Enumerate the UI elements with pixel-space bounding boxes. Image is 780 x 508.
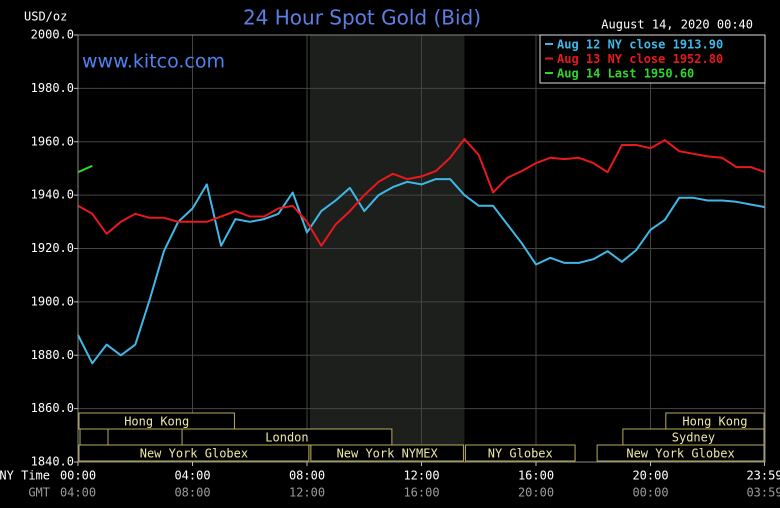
legend-label: Aug 12 NY close 1913.90: [557, 38, 723, 52]
y-tick-label: 1900.0: [31, 294, 74, 308]
series-line: [77, 138, 766, 247]
session-box: [78, 444, 310, 462]
y-tick-label: 1840.0: [31, 455, 74, 469]
x-row-label: GMT: [28, 486, 50, 500]
session-label: NY Globex: [488, 447, 553, 461]
x-row-label: NY Time: [0, 469, 50, 483]
y-tick-label: 1940.0: [31, 188, 74, 202]
gmt-tick-label: 20:00: [518, 486, 554, 500]
y-tick-label: 1980.0: [31, 81, 74, 95]
x-tick-label: 12:00: [403, 469, 439, 483]
x-tick-label: 23:59: [746, 469, 780, 483]
x-tick-label: 16:00: [518, 469, 554, 483]
series-line: [77, 178, 766, 365]
x-tick-label: 04:00: [174, 469, 210, 483]
gmt-tick-label: 16:00: [403, 486, 439, 500]
session-box: [464, 444, 576, 462]
series-line: [77, 164, 93, 174]
legend-label: Aug 13 NY close 1952.80: [557, 52, 723, 66]
timestamp: August 14, 2020 00:40: [601, 18, 753, 32]
watermark: www.kitco.com: [82, 51, 225, 73]
gmt-tick-label: 03:59: [746, 486, 780, 500]
session-box: [78, 412, 235, 430]
session-label: London: [265, 431, 308, 445]
gmt-tick-label: 04:00: [60, 486, 96, 500]
legend-box: [539, 34, 766, 84]
x-tick-label: 00:00: [60, 469, 96, 483]
x-tick-label: 20:00: [632, 469, 668, 483]
y-tick-label: 1960.0: [31, 134, 74, 148]
session-label: Sydney: [672, 431, 715, 445]
session-box: [310, 444, 464, 462]
session-label: New York NYMEX: [337, 447, 439, 461]
series-lines: [77, 138, 766, 365]
y-tick-label: 1880.0: [31, 348, 74, 362]
session-box: [79, 428, 109, 446]
session-label: New York Globex: [140, 447, 248, 461]
session-label: New York Globex: [626, 447, 734, 461]
session-label: Hong Kong: [682, 415, 747, 429]
legend-label: Aug 14 Last 1950.60: [557, 67, 694, 81]
grid: [77, 34, 766, 463]
y-axis-label: USD/oz: [24, 10, 67, 24]
chart-title: 24 Hour Spot Gold (Bid): [243, 6, 481, 30]
y-tick-label: 1860.0: [31, 401, 74, 415]
session-label: Hong Kong: [124, 415, 189, 429]
y-tick-label: 1920.0: [31, 241, 74, 255]
gmt-tick-label: 12:00: [289, 486, 325, 500]
x-tick-label: 08:00: [289, 469, 325, 483]
gmt-tick-label: 00:00: [632, 486, 668, 500]
y-tick-label: 2000.0: [31, 28, 74, 42]
session-box: [596, 444, 765, 462]
gmt-tick-label: 08:00: [174, 486, 210, 500]
